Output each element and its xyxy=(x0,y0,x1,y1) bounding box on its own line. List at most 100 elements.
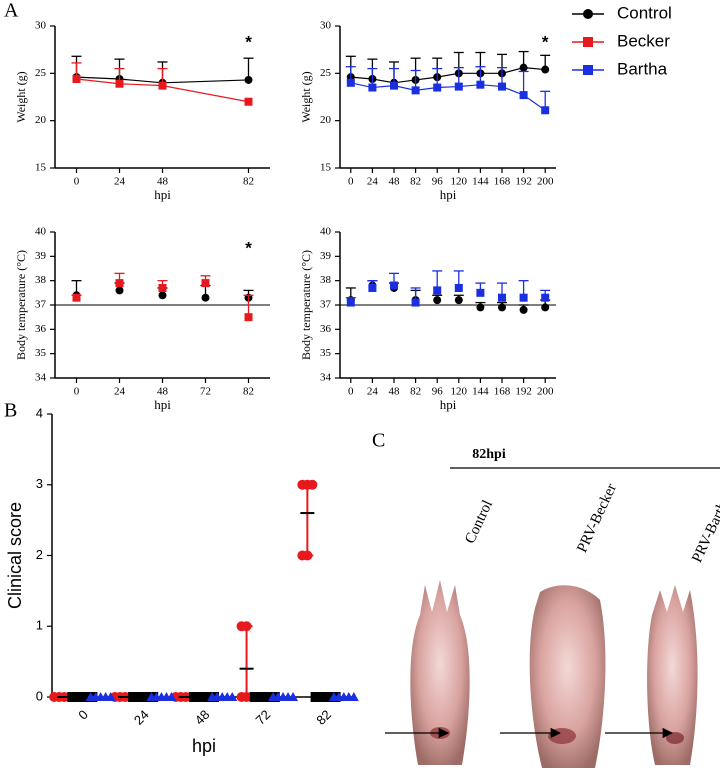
marker xyxy=(476,288,485,297)
marker xyxy=(227,692,238,701)
marker xyxy=(519,91,528,100)
y-axis-label: Weight (g) xyxy=(14,71,28,122)
marker xyxy=(390,281,398,290)
y-tick-label: 38 xyxy=(320,274,332,286)
x-tick-label: 72 xyxy=(253,707,274,728)
x-tick-label: 72 xyxy=(200,386,211,398)
marker xyxy=(433,83,442,92)
x-tick-label: 82 xyxy=(410,386,421,398)
sample-label: Control xyxy=(462,498,496,546)
marker xyxy=(105,692,116,701)
marker xyxy=(519,305,528,314)
marker xyxy=(310,692,321,702)
x-tick-label: 0 xyxy=(74,386,80,398)
marker xyxy=(476,80,485,89)
marker xyxy=(201,293,210,302)
marker xyxy=(72,293,81,302)
marker xyxy=(158,283,167,292)
x-tick-label: 48 xyxy=(192,707,213,728)
x-tick-label: 24 xyxy=(367,386,379,398)
y-tick-label: 1 xyxy=(36,618,43,633)
y-tick-label: 35 xyxy=(35,347,47,359)
series-line xyxy=(76,78,249,103)
x-tick-label: 120 xyxy=(451,386,468,398)
marker xyxy=(583,37,593,47)
panel-label: C xyxy=(372,430,385,452)
sample-label: PRV-Becker xyxy=(574,481,620,555)
marker xyxy=(476,303,485,312)
y-tick-label: 0 xyxy=(36,688,43,703)
marker xyxy=(411,86,420,95)
marker xyxy=(541,65,550,74)
y-tick-label: 36 xyxy=(320,323,332,335)
legend-label: Becker xyxy=(617,31,670,50)
marker xyxy=(541,106,550,115)
x-tick-label: 192 xyxy=(515,386,532,398)
x-tick-label: 144 xyxy=(472,386,489,398)
marker xyxy=(189,692,199,702)
lesion xyxy=(666,732,684,744)
x-tick-label: 48 xyxy=(157,176,169,188)
time-label: 82hpi xyxy=(472,447,506,462)
x-axis-label: hpi xyxy=(192,736,216,756)
x-tick-label: 24 xyxy=(114,386,126,398)
marker xyxy=(346,78,355,87)
panel-label: A xyxy=(4,0,19,22)
marker xyxy=(541,293,550,302)
x-tick-label: 48 xyxy=(389,176,401,188)
y-tick-label: 37 xyxy=(35,299,47,311)
marker xyxy=(454,82,463,91)
sample-label: PRV-Bartha xyxy=(689,493,720,565)
marker xyxy=(146,692,157,701)
x-tick-label: 0 xyxy=(75,707,91,723)
paw-photo xyxy=(410,580,470,765)
panel-label: B xyxy=(4,400,17,422)
marker xyxy=(583,9,593,19)
marker xyxy=(433,296,442,305)
marker xyxy=(244,97,253,106)
marker xyxy=(498,293,506,302)
y-tick-label: 15 xyxy=(320,162,332,174)
x-tick-label: 96 xyxy=(432,386,444,398)
marker xyxy=(454,283,463,292)
y-axis-label: Body temperature (°C) xyxy=(299,250,313,360)
y-tick-label: 39 xyxy=(35,250,47,262)
x-tick-label: 48 xyxy=(389,386,401,398)
marker xyxy=(433,286,442,295)
annotation: * xyxy=(542,32,549,51)
x-tick-label: 120 xyxy=(451,176,468,188)
y-tick-label: 30 xyxy=(35,20,47,32)
x-tick-label: 168 xyxy=(494,176,511,188)
marker xyxy=(498,82,506,91)
x-tick-label: 82 xyxy=(243,176,254,188)
y-tick-label: 20 xyxy=(320,114,332,126)
series-line xyxy=(350,82,546,111)
x-tick-label: 96 xyxy=(432,176,444,188)
x-tick-label: 48 xyxy=(157,386,169,398)
legend-label: Bartha xyxy=(617,59,668,78)
marker xyxy=(249,692,260,702)
y-tick-label: 38 xyxy=(35,274,47,286)
y-tick-label: 30 xyxy=(320,20,332,32)
marker xyxy=(49,692,60,702)
y-axis-label: Weight (g) xyxy=(299,71,313,122)
marker xyxy=(244,75,253,84)
marker xyxy=(288,692,299,701)
x-tick-label: 192 xyxy=(515,176,532,188)
marker xyxy=(207,692,218,701)
x-tick-label: 82 xyxy=(313,707,334,728)
marker xyxy=(411,298,420,307)
y-axis-label: Body temperature (°C) xyxy=(14,250,28,360)
marker xyxy=(519,293,528,302)
marker xyxy=(348,692,359,701)
marker xyxy=(454,296,463,305)
x-tick-label: 144 xyxy=(472,176,489,188)
marker xyxy=(368,83,377,92)
marker xyxy=(72,75,81,84)
y-tick-label: 2 xyxy=(36,547,43,562)
y-tick-label: 40 xyxy=(35,226,47,238)
marker xyxy=(158,81,167,90)
y-tick-label: 39 xyxy=(320,250,332,262)
x-tick-label: 0 xyxy=(348,176,354,188)
